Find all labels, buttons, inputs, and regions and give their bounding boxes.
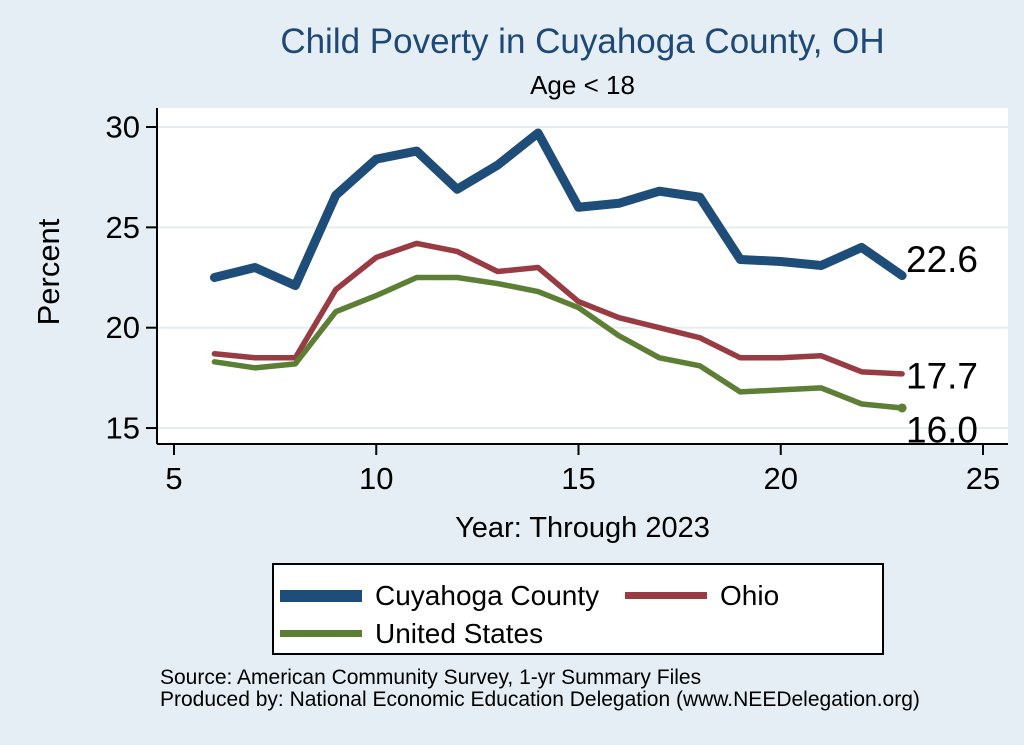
end-label-united-states: 16.0 bbox=[906, 409, 978, 450]
y-tick-label-20: 20 bbox=[106, 310, 140, 345]
y-tick-label-15: 15 bbox=[106, 411, 140, 446]
legend-swatch-cuyahoga-county bbox=[280, 590, 362, 602]
footer-producer-line: Produced by: National Economic Education… bbox=[160, 688, 920, 711]
end-marker-united-states bbox=[897, 403, 907, 413]
legend-swatch-ohio bbox=[625, 592, 707, 599]
x-tick-label-10: 10 bbox=[359, 461, 393, 496]
y-axis-label: Percent bbox=[31, 218, 66, 326]
chart-subtitle: Age < 18 bbox=[530, 70, 635, 100]
legend-label-ohio: Ohio bbox=[720, 580, 780, 611]
legend-label-cuyahoga-county: Cuyahoga County bbox=[375, 580, 600, 611]
series-line-cuyahoga-county bbox=[209, 128, 907, 291]
footer: Source: American Community Survey, 1-yr … bbox=[160, 667, 920, 711]
series-line-ohio bbox=[211, 240, 905, 377]
legend-label-united-states: United States bbox=[375, 618, 544, 649]
y-tick-label-25: 25 bbox=[106, 210, 140, 245]
legend-box: Cuyahoga County Ohio United States bbox=[272, 563, 884, 655]
legend-swatch-united-states bbox=[280, 630, 362, 637]
end-label-ohio: 17.7 bbox=[906, 355, 978, 396]
footer-source-line: Source: American Community Survey, 1-yr … bbox=[160, 666, 702, 689]
series-line-united-states bbox=[211, 274, 905, 411]
end-label-cuyahoga-county: 22.6 bbox=[906, 239, 978, 280]
chart-title: Child Poverty in Cuyahoga County, OH bbox=[280, 22, 885, 61]
x-tick-label-20: 20 bbox=[764, 461, 798, 496]
y-tick-label-30: 30 bbox=[106, 110, 140, 145]
x-tick-label-5: 5 bbox=[165, 461, 182, 496]
x-axis-label: Year: Through 2023 bbox=[455, 512, 710, 544]
x-tick-label-15: 15 bbox=[561, 461, 595, 496]
x-tick-label-25: 25 bbox=[966, 461, 1000, 496]
